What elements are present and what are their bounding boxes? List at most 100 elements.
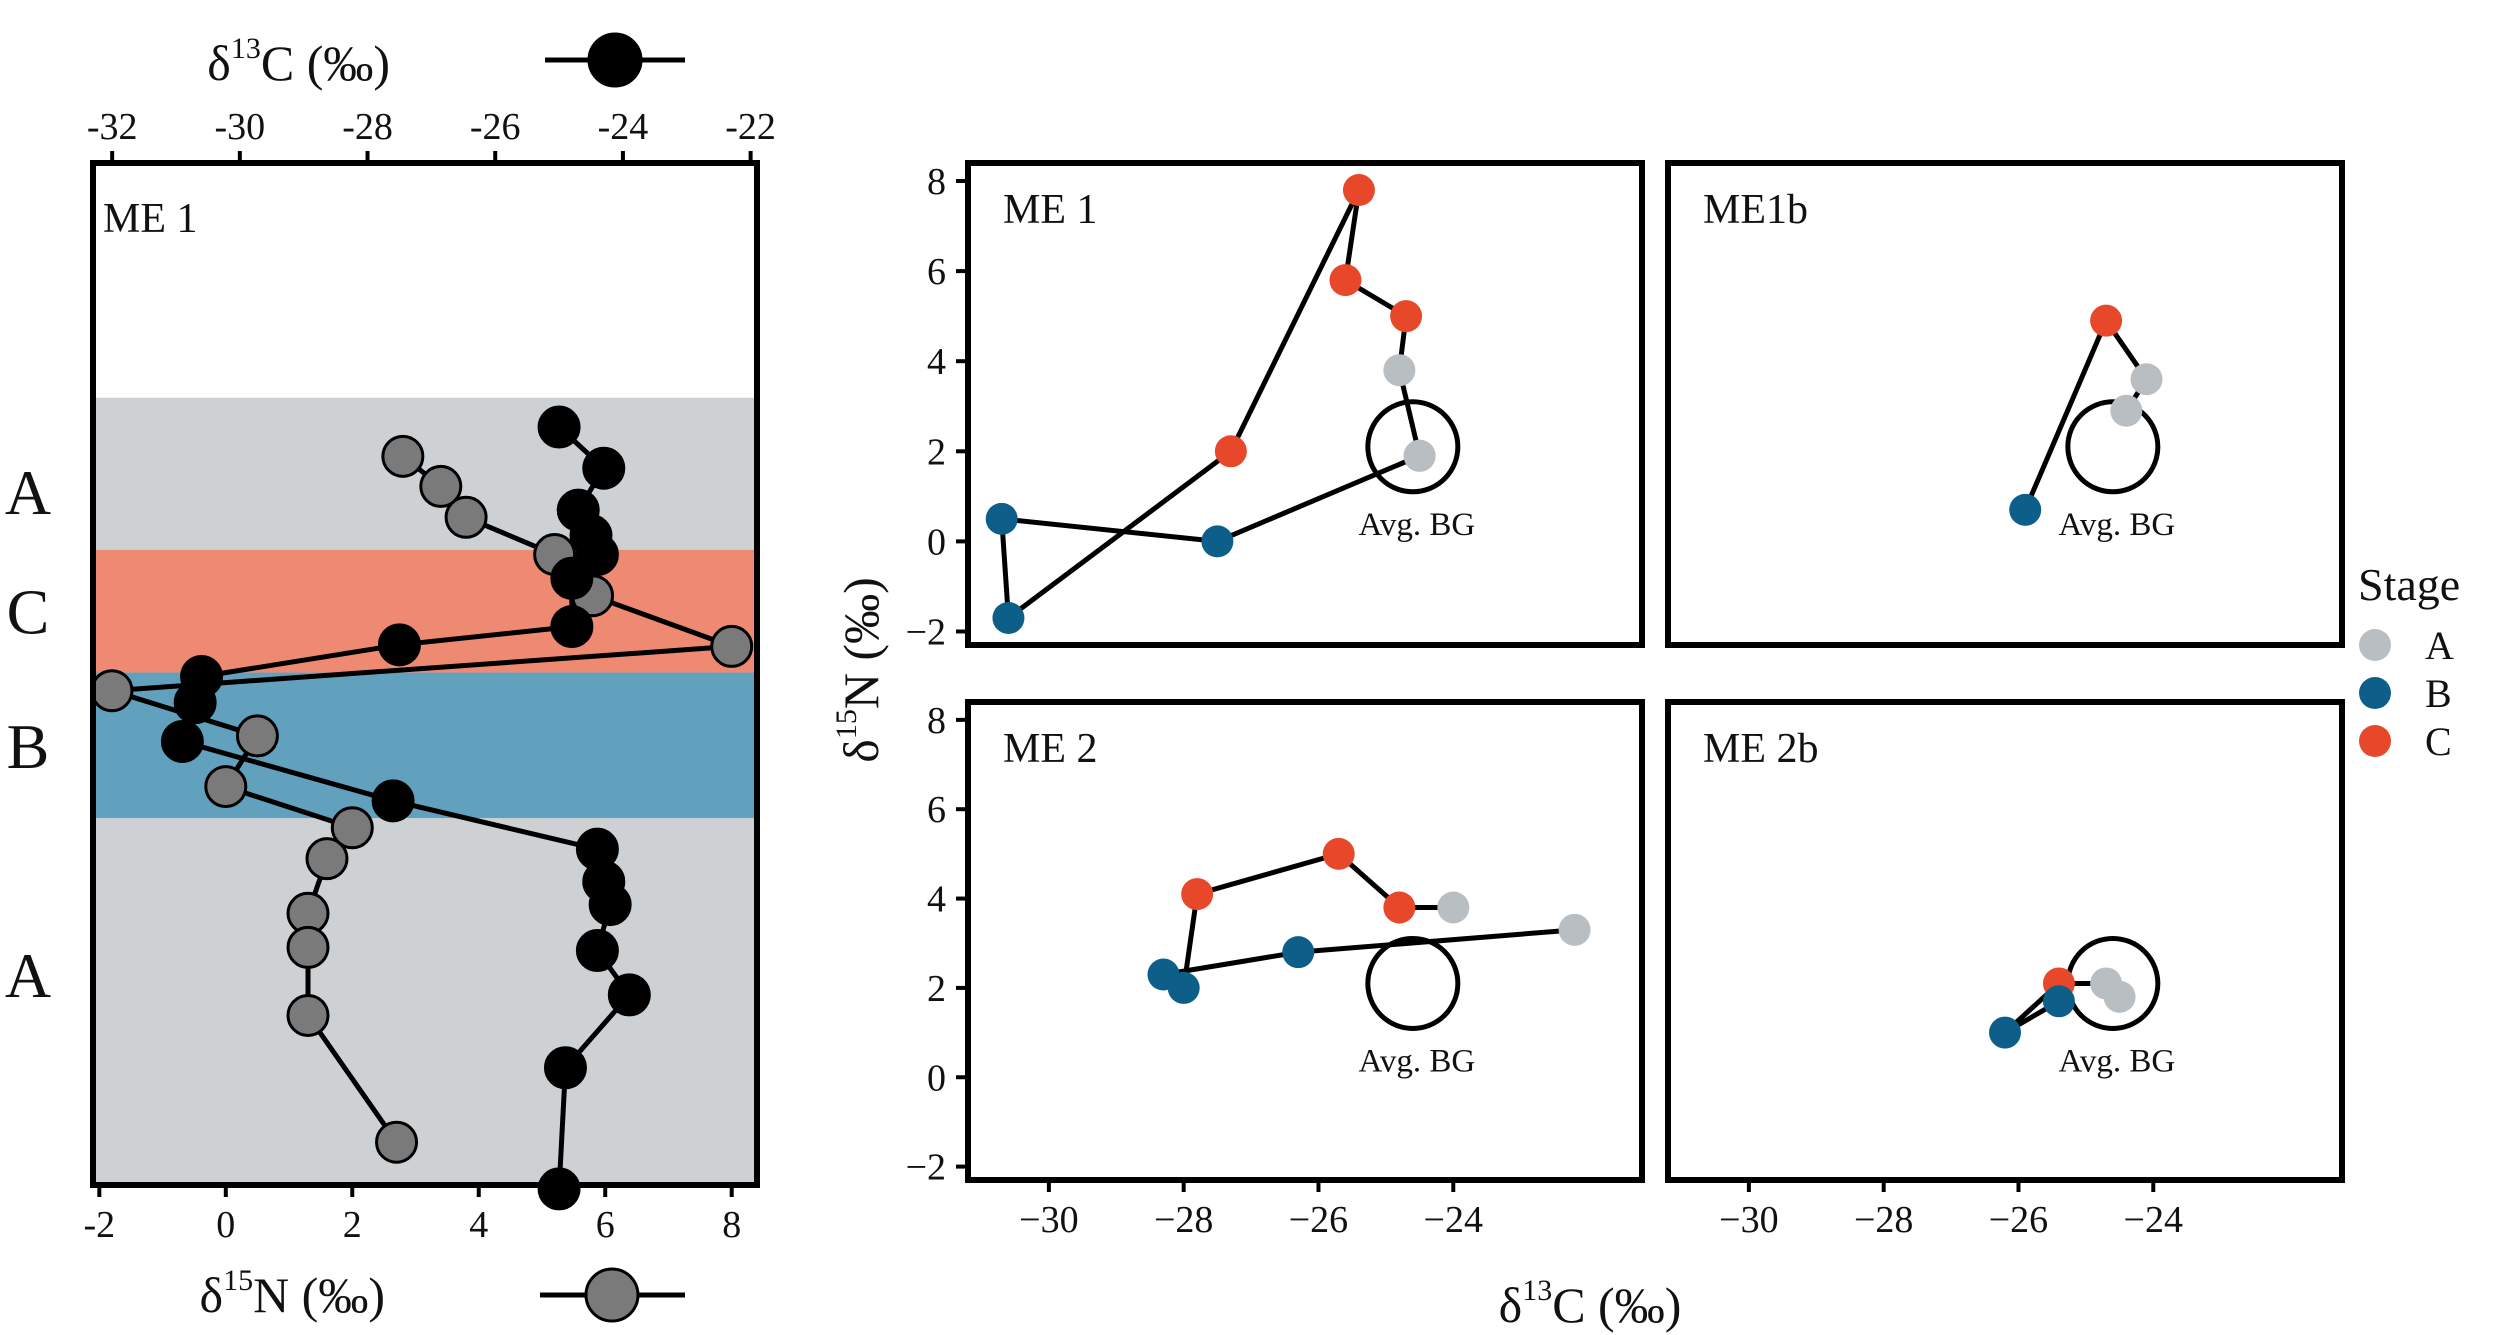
bottom-tick-label-2: 2 [343,1204,362,1246]
d13c-series-point-18 [537,1167,581,1211]
y-tick-label-2: 2 [927,431,946,473]
point-stage-c-5 [1322,837,1355,870]
point-stage-a-1 [1383,354,1416,387]
scatter-panel-0: Avg. BG ME 1 −2 0 2 4 6 8 [906,160,1645,653]
profile-series [90,405,754,1211]
top-tick-label-5: -22 [725,106,776,148]
point-stage-b-3 [1167,971,1200,1004]
bottom-tick-label-4: 6 [596,1204,615,1246]
d15n-series-point-5 [710,624,754,668]
panel-path [2022,318,2150,511]
point-stage-c-5 [1214,435,1247,468]
scatter-panel-1: Avg. BG ME1b [1665,160,2345,648]
stage-label-3: A [5,940,51,1011]
point-stage-b-8 [1201,525,1234,558]
scatter-x-axis-title: δ13C (‰) [1499,1274,1682,1333]
legend-entries: ABC [2359,623,2454,764]
point-stage-c-4 [1342,174,1375,207]
stage-legend: Stage ABC [2358,559,2460,764]
x-tick-label-0: −30 [1019,1199,1078,1241]
panel-label: ME 2 [1003,726,1098,772]
top-tick-label-1: -30 [215,106,266,148]
panel-frame [1665,160,2345,648]
y-tick-label-1: 0 [927,1057,946,1099]
d15n-series-point-7 [235,714,279,758]
d15n-series-point-12 [286,925,330,969]
bottom-axis-title: δ15N (‰) [200,1264,385,1323]
avg-bg-label: Avg. BG [2058,1043,2175,1079]
point-stage-c-3 [1329,264,1362,297]
d15n-series-point-0 [381,434,425,478]
point-stage-b-7 [985,502,1018,535]
scatter-grid: Avg. BG ME 1 −2 0 2 4 6 8 Avg. BG ME1b Avg. BG ME 2… [830,160,2460,1333]
avg-bg-label: Avg. BG [2058,507,2175,543]
point-stage-a-7 [1437,891,1470,924]
top-tick-label-4: -24 [598,106,649,148]
legend-title: Stage [2358,559,2460,610]
d13c-legend-marker [587,32,643,88]
d15n-legend-marker [584,1267,640,1323]
point-stage-a-0 [2110,394,2143,427]
panel-label: ME1b [1703,187,1808,233]
legend-marker-c [2359,725,2391,757]
stage-bands [93,397,757,1185]
panel-label: ME 2b [1703,726,1819,772]
stage-label-0: A [5,457,51,528]
scatter-panels: Avg. BG ME 1 −2 0 2 4 6 8 Avg. BG ME1b Avg. BG ME 2… [906,160,2345,1241]
legend-marker-b [2359,677,2391,709]
x-tick-label-1: −28 [1154,1199,1213,1241]
top-axis-ticks: -32 -30 -28 -26 -24 -22 [87,106,776,163]
point-stage-c-2 [2090,304,2123,337]
d13c-series-point-5 [550,556,594,600]
d15n-series-point-6 [90,669,134,713]
bottom-tick-label-1: 0 [216,1204,235,1246]
d13c-series-point-14 [588,883,632,927]
x-tick-label-3: −24 [1424,1199,1483,1241]
d13c-series-point-1 [582,446,626,490]
point-stage-c-6 [1383,891,1416,924]
scatter-y-axis-title: δ15N (‰) [830,577,889,762]
x-tick-label-0: −30 [1719,1199,1778,1241]
d13c-series-point-17 [543,1046,587,1090]
d13c-series-point-15 [575,929,619,973]
y-tick-label-0: −2 [906,611,946,653]
d13c-series-point-0 [537,405,581,449]
d15n-series-point-9 [330,806,374,850]
point-stage-a-1 [2090,967,2123,1000]
profile-frame [90,160,760,1188]
d15n-series-point-14 [375,1120,419,1164]
top-tick-label-3: -26 [470,106,521,148]
d13c-series-point-16 [607,973,651,1017]
panel-frame [965,160,1645,648]
d13c-series-point-6 [550,605,594,649]
point-stage-b-3 [2009,493,2042,526]
legend-label-b: B [2425,671,2452,716]
d13c-series-point-11 [371,779,415,823]
avg-bg-circle [1365,935,1461,1031]
y-tick-label-5: 8 [927,161,946,203]
panel-label: ME 1 [1003,187,1098,233]
panel-frame [965,699,1645,1183]
top-axis-title: δ13C (‰) [207,32,390,91]
panel-background [1668,163,2342,645]
y-tick-label-0: −2 [906,1147,946,1189]
d15n-series-point-2 [444,495,488,539]
point-stage-b-4 [2042,985,2075,1018]
legend-label-c: C [2425,719,2452,764]
x-tick-label-3: −24 [2124,1199,2183,1241]
stage-band-a-3 [93,818,757,1185]
panel-background [1668,702,2342,1180]
stage-label-2: B [7,711,50,782]
profile-panel-label: ME 1 [103,196,198,242]
point-stage-c-4 [1181,878,1214,911]
top-tick-label-2: -28 [342,106,393,148]
d15n-series-point-1 [419,464,463,508]
y-tick-label-3: 4 [927,341,946,383]
y-tick-label-4: 6 [927,251,946,293]
d13c-series-point-7 [377,623,421,667]
x-tick-label-1: −28 [1854,1199,1913,1241]
avg-bg-label: Avg. BG [1358,1043,1475,1079]
y-tick-label-1: 0 [927,521,946,563]
